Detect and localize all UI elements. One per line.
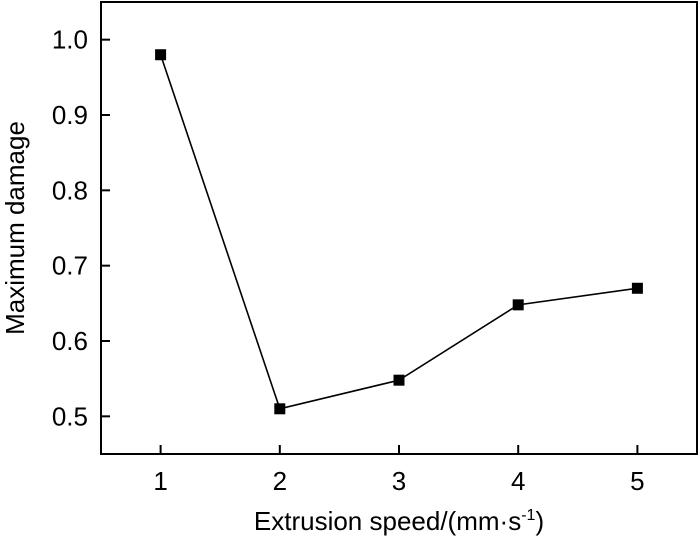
x-tick-label: 2 xyxy=(273,466,287,496)
plot-frame xyxy=(100,1,698,455)
x-axis-title-superscript: -1 xyxy=(521,507,535,524)
y-tick-label: 0.7 xyxy=(52,251,88,281)
x-axis-title-main: Extrusion speed/(mm·s xyxy=(254,506,521,536)
y-tick-label: 1.0 xyxy=(52,25,88,55)
x-tick-label: 3 xyxy=(392,466,406,496)
x-axis: 1 2 3 4 5 xyxy=(153,445,645,496)
series-layer xyxy=(155,49,643,415)
data-point xyxy=(274,403,286,415)
data-point xyxy=(393,374,405,386)
y-axis: 0.5 0.6 0.7 0.8 0.9 1.0 xyxy=(52,25,110,431)
x-tick-label: 4 xyxy=(511,466,525,496)
y-tick-label: 0.9 xyxy=(52,100,88,130)
data-point xyxy=(631,282,643,294)
x-axis-title-suffix: ) xyxy=(535,506,544,536)
y-axis-title: Maximum damage xyxy=(0,121,30,335)
series-line xyxy=(159,54,638,410)
x-tick-label: 1 xyxy=(153,466,167,496)
y-tick-label: 0.8 xyxy=(52,175,88,205)
y-tick-label: 0.5 xyxy=(52,401,88,431)
x-axis-title: Extrusion speed/(mm·s-1) xyxy=(254,506,544,536)
y-tick-label: 0.6 xyxy=(52,326,88,356)
data-point xyxy=(512,299,524,311)
data-point xyxy=(155,49,167,61)
x-tick-label: 5 xyxy=(630,466,644,496)
